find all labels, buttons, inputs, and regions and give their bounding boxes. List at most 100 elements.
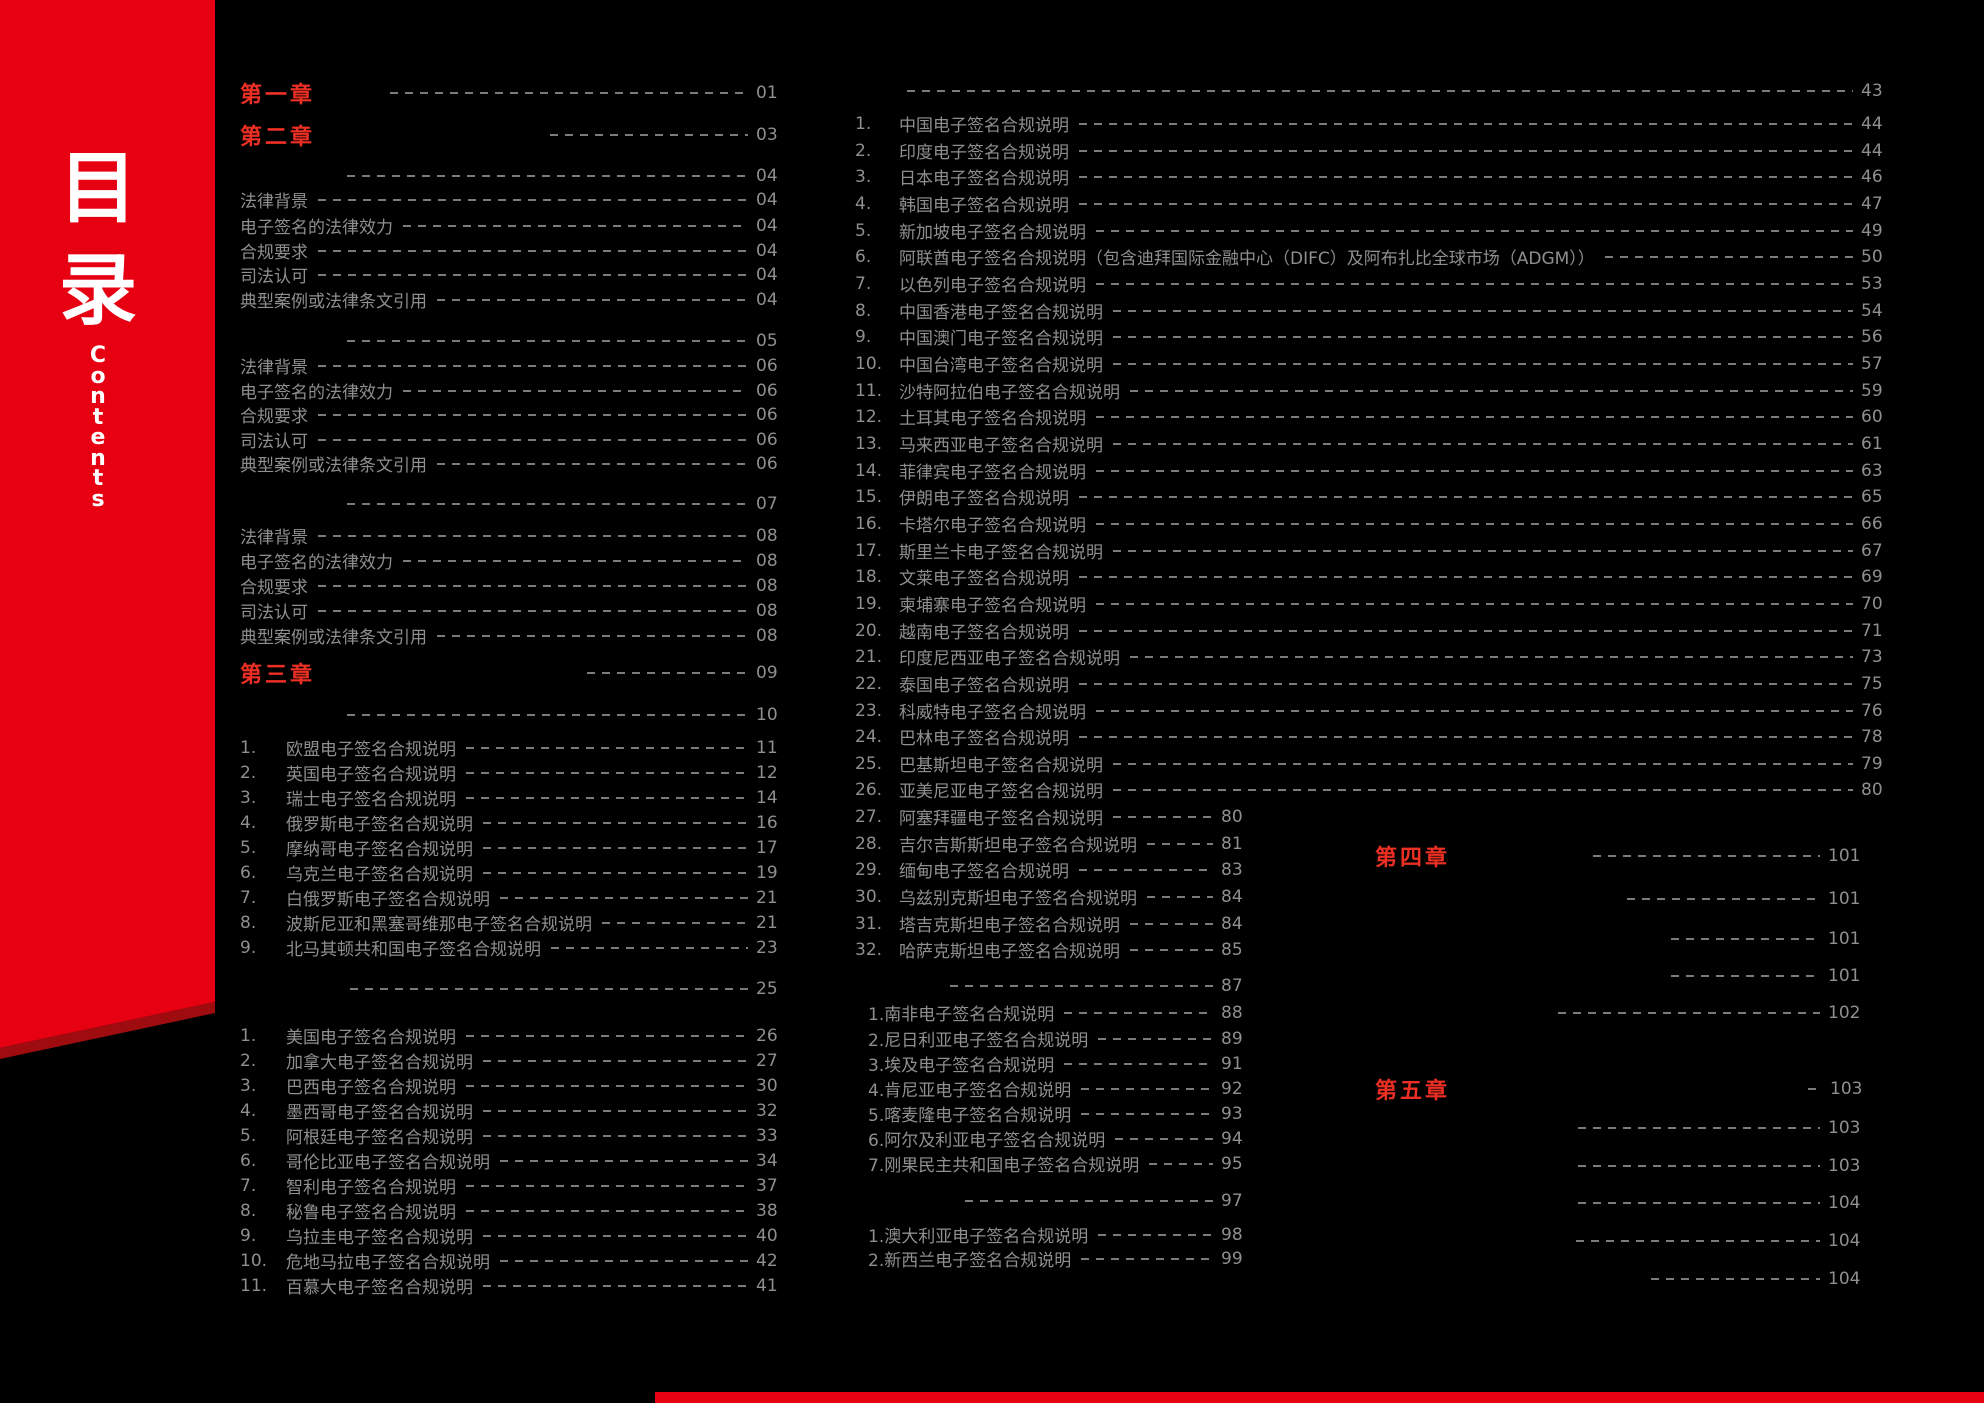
toc-item-row[interactable]: 4. 韩国电子签名合规说明 47	[855, 191, 1895, 217]
toc-item-row[interactable]: 8. 中国香港电子签名合规说明 54	[855, 298, 1895, 324]
toc-item-row[interactable]: 21. 印度尼西亚电子签名合规说明 73	[855, 644, 1895, 670]
toc-item-row[interactable]: 2.新西兰电子签名合规说明 99	[855, 1246, 1255, 1272]
toc-item-row[interactable]: 5. 新加坡电子签名合规说明 49	[855, 218, 1895, 244]
toc-item-row[interactable]: 9. 中国澳门电子签名合规说明 56	[855, 324, 1895, 350]
toc-item-row[interactable]: 法律背景 08	[240, 523, 790, 549]
toc-item-row[interactable]: 8. 波斯尼亚和黑塞哥维那电子签名合规说明 21	[240, 910, 790, 936]
toc-item-row[interactable]: 26. 亚美尼亚电子签名合规说明 80	[855, 777, 1895, 803]
dotted-leader	[347, 502, 748, 506]
toc-item-number: 1.	[240, 1025, 257, 1046]
toc-item-row[interactable]: 2.尼日利亚电子签名合规说明 89	[855, 1026, 1255, 1052]
toc-item-row[interactable]: 4. 俄罗斯电子签名合规说明 16	[240, 810, 790, 836]
toc-item-row[interactable]: 合规要求 04	[240, 238, 790, 264]
toc-item-row[interactable]: 20. 越南电子签名合规说明 71	[855, 618, 1895, 644]
toc-item-row[interactable]: 6. 哥伦比亚电子签名合规说明 34	[240, 1148, 790, 1174]
hidden-label-spacer	[1375, 1127, 1568, 1128]
toc-item-row[interactable]: 法律背景 04	[240, 187, 790, 213]
toc-item-number: 5.	[240, 837, 257, 858]
toc-item-row[interactable]: 6.阿尔及利亚电子签名合规说明 94	[855, 1126, 1255, 1152]
toc-item-label: 伊朗电子签名合规说明	[899, 489, 1069, 509]
toc-item-row[interactable]: 4. 墨西哥电子签名合规说明 32	[240, 1098, 790, 1124]
dotted-leader	[1081, 1087, 1213, 1091]
toc-item-row[interactable]: 2. 印度电子签名合规说明 44	[855, 138, 1895, 164]
toc-item-row[interactable]: 24. 巴林电子签名合规说明 78	[855, 724, 1895, 750]
toc-item-row[interactable]: 7. 以色列电子签名合规说明 53	[855, 271, 1895, 297]
toc-item-row[interactable]: 32. 哈萨克斯坦电子签名合规说明 85	[855, 937, 1255, 963]
toc-item-row[interactable]: 11. 沙特阿拉伯电子签名合规说明 59	[855, 378, 1895, 404]
dotted-leader	[1081, 1257, 1213, 1261]
toc-item-row[interactable]: 典型案例或法律条文引用 06	[240, 451, 790, 477]
toc-item-row[interactable]: 1. 欧盟电子签名合规说明 11	[240, 735, 790, 761]
toc-item-row[interactable]: 11. 百慕大电子签名合规说明 41	[240, 1273, 790, 1299]
toc-item-row[interactable]: 22. 泰国电子签名合规说明 75	[855, 671, 1895, 697]
toc-item-row[interactable]: 2. 英国电子签名合规说明 12	[240, 760, 790, 786]
toc-item-row[interactable]: 5. 摩纳哥电子签名合规说明 17	[240, 835, 790, 861]
dotted-leader	[318, 364, 748, 368]
toc-divider-row: 87	[855, 973, 1255, 998]
toc-item-row[interactable]: 电子签名的法律效力 08	[240, 548, 790, 574]
toc-item-row[interactable]: 电子签名的法律效力 06	[240, 378, 790, 404]
toc-page-number: 32	[756, 1100, 778, 1121]
toc-item-row[interactable]: 4.肯尼亚电子签名合规说明 92	[855, 1076, 1255, 1102]
toc-item-row[interactable]: 典型案例或法律条文引用 04	[240, 287, 790, 313]
toc-item-label: 美国电子签名合规说明	[286, 1028, 456, 1048]
toc-item-label: 2.新西兰电子签名合规说明	[868, 1251, 1072, 1271]
toc-item-row[interactable]: 9. 乌拉圭电子签名合规说明 40	[240, 1223, 790, 1249]
dotted-leader	[1578, 1201, 1820, 1205]
toc-item-row[interactable]: 12. 土耳其电子签名合规说明 60	[855, 404, 1895, 430]
toc-item-row[interactable]: 合规要求 08	[240, 573, 790, 599]
toc-chapter-row[interactable]: 第四章 101	[1375, 843, 1862, 871]
toc-item-row[interactable]: 10. 中国台湾电子签名合规说明 57	[855, 351, 1895, 377]
toc-item-row[interactable]: 15. 伊朗电子签名合规说明 65	[855, 484, 1895, 510]
toc-item-row[interactable]: 8. 秘鲁电子签名合规说明 38	[240, 1198, 790, 1224]
toc-item-row[interactable]: 9. 北马其顿共和国电子签名合规说明 23	[240, 935, 790, 961]
toc-item-row[interactable]: 17. 斯里兰卡电子签名合规说明 67	[855, 538, 1895, 564]
dotted-leader	[1113, 788, 1853, 792]
toc-item-row[interactable]: 典型案例或法律条文引用 08	[240, 623, 790, 649]
toc-item-row[interactable]: 27. 阿塞拜疆电子签名合规说明 80	[855, 804, 1255, 830]
toc-item-row[interactable]: 1. 中国电子签名合规说明 44	[855, 111, 1895, 137]
toc-item-row[interactable]: 5.喀麦隆电子签名合规说明 93	[855, 1101, 1255, 1127]
toc-item-row[interactable]: 6. 乌克兰电子签名合规说明 19	[240, 860, 790, 886]
toc-item-row[interactable]: 2. 加拿大电子签名合规说明 27	[240, 1048, 790, 1074]
toc-chapter-row[interactable]: 第一章 01	[240, 80, 790, 108]
toc-item-row[interactable]: 6. 阿联酋电子签名合规说明（包含迪拜国际金融中心（DIFC）及阿布扎比全球市场（…	[855, 244, 1895, 270]
toc-item-row[interactable]: 7. 智利电子签名合规说明 37	[240, 1173, 790, 1199]
toc-item-row[interactable]: 31. 塔吉克斯坦电子签名合规说明 84	[855, 911, 1255, 937]
toc-item-row[interactable]: 7. 白俄罗斯电子签名合规说明 21	[240, 885, 790, 911]
toc-item-row[interactable]: 14. 菲律宾电子签名合规说明 63	[855, 458, 1895, 484]
toc-chapter-row[interactable]: 第二章 03	[240, 122, 790, 150]
toc-item-row[interactable]: 3. 巴西电子签名合规说明 30	[240, 1073, 790, 1099]
toc-item-row[interactable]: 10. 危地马拉电子签名合规说明 42	[240, 1248, 790, 1274]
toc-item-row[interactable]: 30. 乌兹别克斯坦电子签名合规说明 84	[855, 884, 1255, 910]
toc-item-row[interactable]: 28. 吉尔吉斯斯坦电子签名合规说明 81	[855, 831, 1255, 857]
toc-item-row[interactable]: 3. 日本电子签名合规说明 46	[855, 164, 1895, 190]
toc-item-row[interactable]: 法律背景 06	[240, 353, 790, 379]
toc-item-row[interactable]: 18. 文莱电子签名合规说明 69	[855, 564, 1895, 590]
toc-item-row[interactable]: 13. 马来西亚电子签名合规说明 61	[855, 431, 1895, 457]
toc-item-label: 中国香港电子签名合规说明	[899, 303, 1103, 323]
toc-item-row[interactable]: 1.澳大利亚电子签名合规说明 98	[855, 1222, 1255, 1248]
toc-item-row[interactable]: 7.刚果民主共和国电子签名合规说明 95	[855, 1151, 1255, 1177]
toc-item-row[interactable]: 1. 美国电子签名合规说明 26	[240, 1023, 790, 1049]
toc-item-row[interactable]: 3. 瑞士电子签名合规说明 14	[240, 785, 790, 811]
toc-item-row[interactable]: 1.南非电子签名合规说明 88	[855, 1000, 1255, 1026]
toc-item-row[interactable]: 25. 巴基斯坦电子签名合规说明 79	[855, 751, 1895, 777]
toc-chapter-label: 第三章	[240, 662, 316, 688]
toc-item-row[interactable]: 23. 科威特电子签名合规说明 76	[855, 698, 1895, 724]
toc-item-row[interactable]: 16. 卡塔尔电子签名合规说明 66	[855, 511, 1895, 537]
toc-item-row[interactable]: 司法认可 04	[240, 262, 790, 288]
toc-item-row[interactable]: 电子签名的法律效力 04	[240, 213, 790, 239]
dotted-leader	[1096, 522, 1853, 526]
toc-item-row[interactable]: 司法认可 08	[240, 598, 790, 624]
toc-item-row[interactable]: 5. 阿根廷电子签名合规说明 33	[240, 1123, 790, 1149]
toc-item-row[interactable]: 司法认可 06	[240, 427, 790, 453]
toc-chapter-row[interactable]: 第三章 09	[240, 660, 790, 688]
toc-item-row[interactable]: 3.埃及电子签名合规说明 91	[855, 1051, 1255, 1077]
toc-item-row[interactable]: 合规要求 06	[240, 402, 790, 428]
toc-item-row[interactable]: 19. 柬埔寨电子签名合规说明 70	[855, 591, 1895, 617]
toc-chapter-row[interactable]: 第五章 103	[1375, 1076, 1862, 1104]
toc-item-label: 白俄罗斯电子签名合规说明	[286, 890, 490, 910]
toc-item-row[interactable]: 29. 缅甸电子签名合规说明 83	[855, 857, 1255, 883]
